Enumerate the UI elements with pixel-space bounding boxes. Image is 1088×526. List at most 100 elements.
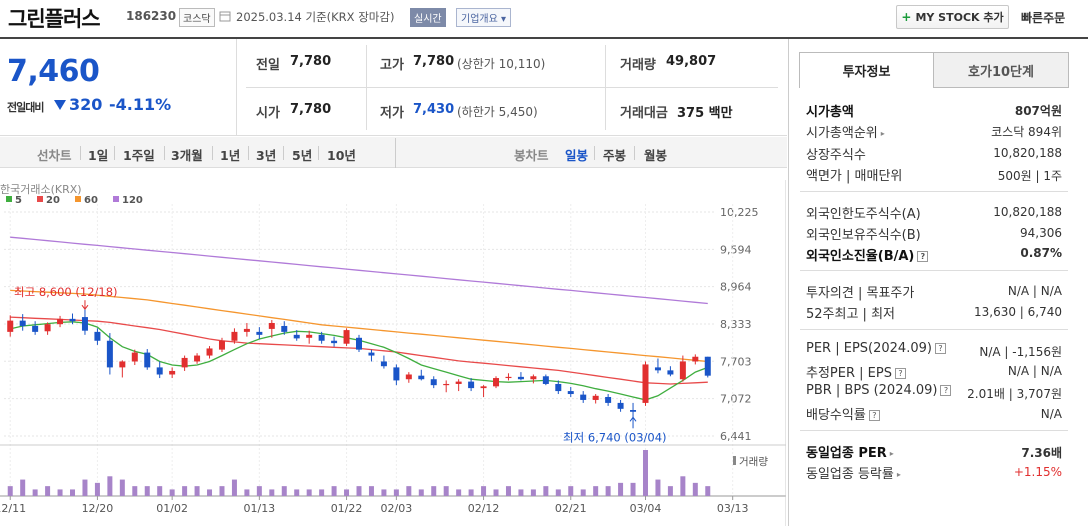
- period-5y[interactable]: 5년: [292, 148, 313, 163]
- candle-body: [69, 318, 76, 322]
- volume-bar: [605, 486, 611, 496]
- volume-bar: [244, 489, 250, 496]
- market-cap-value: 807억원: [1014, 104, 1062, 118]
- line-chart-button[interactable]: 선차트: [37, 148, 72, 163]
- down-arrow-icon: [54, 100, 66, 110]
- candle-body: [517, 376, 524, 380]
- candle-body: [480, 386, 487, 389]
- x-tick-label: 02/21: [555, 502, 587, 515]
- candle-body: [455, 381, 462, 384]
- volume-label: 거래량: [739, 456, 768, 468]
- candle-daily[interactable]: 일봉: [565, 148, 589, 163]
- tab-orderbook[interactable]: 호가10단계: [933, 52, 1069, 88]
- price-panel: [0, 39, 787, 136]
- help-icon[interactable]: ?: [940, 385, 952, 396]
- separator: [395, 138, 396, 168]
- period-1y[interactable]: 1년: [220, 148, 241, 163]
- help-icon[interactable]: ?: [894, 368, 906, 379]
- candle-body: [605, 396, 612, 403]
- tab-investment-info[interactable]: 투자정보: [799, 52, 934, 88]
- candle-body: [692, 356, 699, 362]
- add-my-stock-button[interactable]: + MY STOCK 추가: [896, 5, 1009, 29]
- legend-swatch: [6, 196, 12, 202]
- period-10y[interactable]: 10년: [327, 148, 356, 163]
- candle-body: [617, 402, 624, 409]
- volume-bar: [443, 486, 449, 496]
- volume-bar: [256, 486, 262, 496]
- volume-label: 거래량: [620, 58, 656, 73]
- pbr-label[interactable]: PBR | BPS (2024.09)?: [806, 383, 952, 398]
- candle-body: [57, 318, 64, 325]
- help-icon[interactable]: ?: [934, 343, 946, 354]
- y-tick-label: 7,072: [720, 393, 752, 406]
- market-cap-rank-text: 시가총액순위: [806, 126, 878, 141]
- stock-chart[interactable]: 한국거래소(KRX) 5 20 60 120 10,225 9,594 8,964 8,33…: [0, 180, 786, 526]
- per-value: N/A | -1,156원: [979, 345, 1062, 359]
- company-overview-dropdown[interactable]: 기업개요 ▾: [456, 8, 511, 27]
- chart-grid: 10,225 9,594 8,964 8,333 7,703 7,072 6,441: [0, 180, 786, 526]
- volume-value: 49,807: [666, 54, 717, 69]
- shares-value: 10,820,188: [993, 146, 1062, 160]
- market-cap-rank-label[interactable]: 시가총액순위 ▸: [806, 122, 885, 141]
- sector-per-value: 7.36배: [1021, 446, 1062, 460]
- volume-bar: [655, 479, 661, 496]
- candle-body: [580, 394, 587, 400]
- candle-body: [81, 317, 88, 331]
- sector-change-label[interactable]: 동일업종 등락률 ▸: [806, 463, 901, 482]
- y-tick-label: 10,225: [720, 206, 759, 219]
- candle-body: [293, 334, 300, 339]
- candle-body: [19, 320, 26, 326]
- per-label[interactable]: PER | EPS(2024.09)?: [806, 341, 946, 356]
- triangle-right-icon: ▸: [896, 470, 901, 479]
- candle-weekly[interactable]: 주봉: [603, 148, 627, 163]
- separator: [248, 146, 249, 160]
- candle-body: [380, 361, 387, 367]
- separator: [318, 146, 319, 160]
- candle-body: [119, 361, 126, 368]
- live-badge[interactable]: 실시간: [410, 8, 446, 27]
- dividend-label[interactable]: 배당수익률?: [806, 404, 880, 423]
- separator: [164, 146, 165, 160]
- market-badge: 코스닥: [179, 8, 215, 27]
- volume-bar: [393, 489, 399, 496]
- candle-body: [218, 340, 225, 350]
- legend-label: 60: [84, 195, 98, 206]
- period-1d[interactable]: 1일: [88, 148, 109, 163]
- candle-body: [704, 356, 711, 376]
- candle-body: [306, 334, 313, 338]
- dividend-text: 배당수익률: [806, 408, 866, 423]
- volume-legend-icon: [733, 456, 736, 465]
- candle-body: [144, 352, 151, 368]
- ma120-line: [10, 236, 708, 305]
- volume-bar: [119, 479, 125, 496]
- sector-per-label[interactable]: 동일업종 PER ▸: [806, 442, 894, 461]
- x-tick-label: 12/11: [0, 502, 26, 515]
- period-3m[interactable]: 3개월: [171, 148, 203, 163]
- candle-body: [44, 324, 51, 332]
- period-3y[interactable]: 3년: [256, 148, 277, 163]
- foreign-ratio-text: 외국인소진율(B/A): [806, 249, 915, 264]
- volume-bar: [45, 486, 51, 496]
- dividend-value: N/A: [1040, 407, 1062, 421]
- candle-body: [106, 340, 113, 368]
- high-arrowhead: [81, 304, 89, 311]
- volume-bar: [157, 486, 163, 496]
- market-cap-rank-value: 코스닥 894위: [991, 125, 1062, 139]
- open-label: 시가: [256, 106, 280, 121]
- volume-bar: [207, 489, 213, 496]
- candle-body: [592, 395, 599, 400]
- candle-chart-label[interactable]: 봉차트: [514, 148, 549, 163]
- help-icon[interactable]: ?: [868, 410, 880, 421]
- info-panel: [788, 39, 1088, 526]
- foreign-ratio-label[interactable]: 외국인소진율(B/A)?: [806, 245, 929, 264]
- candle-body: [331, 340, 338, 344]
- help-icon[interactable]: ?: [917, 251, 929, 262]
- y-tick-label: 8,964: [720, 281, 752, 294]
- volume-bar: [381, 489, 387, 496]
- period-1w[interactable]: 1주일: [123, 148, 155, 163]
- x-tick-label: 12/20: [82, 502, 114, 515]
- est-per-label[interactable]: 추정PER | EPS?: [806, 362, 906, 381]
- volume-bar: [518, 489, 524, 496]
- quick-order-link[interactable]: 빠른주문: [1021, 11, 1066, 25]
- candle-monthly[interactable]: 월봉: [644, 148, 668, 163]
